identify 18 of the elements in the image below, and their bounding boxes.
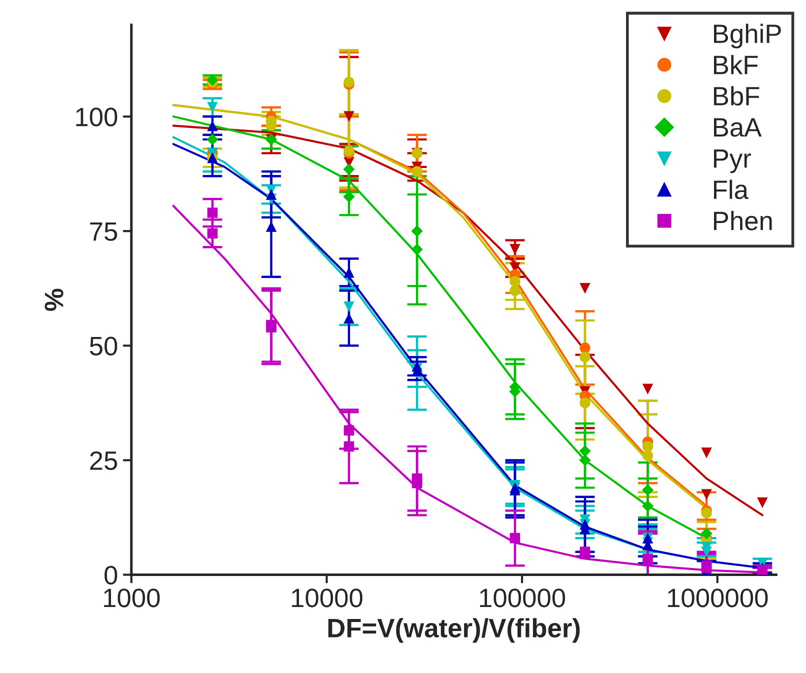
x-tick-label: 1000000 bbox=[668, 588, 768, 608]
x-axis-title: DF=V(water)/V(fiber) bbox=[328, 618, 580, 643]
y-tick-label: 75 bbox=[90, 222, 118, 241]
legend-label: Phen bbox=[714, 210, 772, 230]
legend-label: BghiP bbox=[714, 24, 781, 48]
y-tick-label: 25 bbox=[90, 451, 118, 470]
y-tick-label: 100 bbox=[76, 108, 118, 126]
legend-label: BkF bbox=[714, 54, 758, 74]
legend-label: Fla bbox=[714, 180, 748, 200]
legend-label: BaA bbox=[714, 118, 762, 137]
y-axis-title: % bbox=[44, 288, 64, 311]
y-tick-label: 50 bbox=[90, 336, 118, 356]
x-tick-label: 1000 bbox=[104, 588, 160, 608]
legend-label: BbF bbox=[714, 86, 760, 106]
y-tick-label: 0 bbox=[104, 566, 118, 585]
x-tick-label: 10000 bbox=[292, 588, 362, 608]
x-tick-label: 100000 bbox=[480, 588, 566, 608]
legend-label: Pyr bbox=[714, 150, 751, 174]
